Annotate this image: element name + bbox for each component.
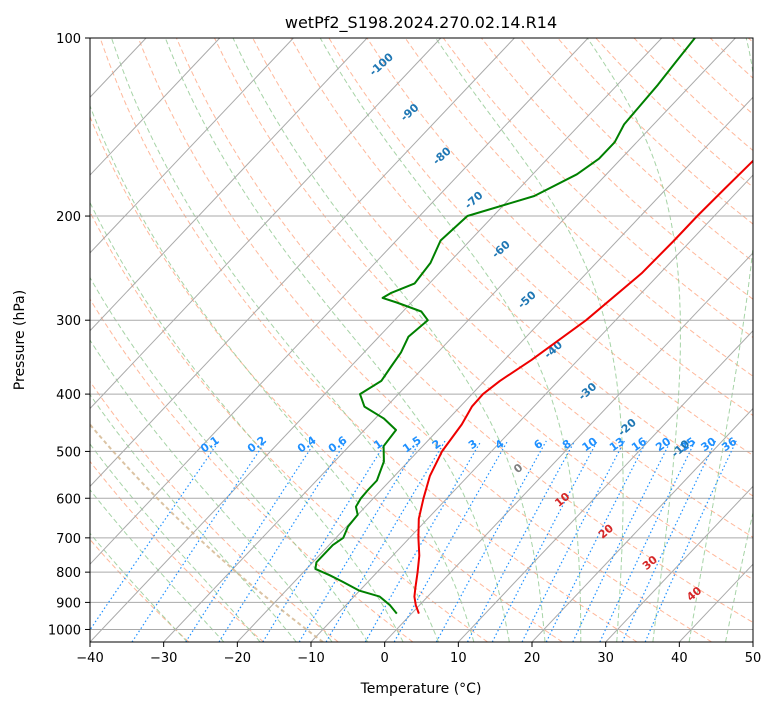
dry-adiabat-line — [137, 38, 712, 642]
dry-adiabat-line — [175, 38, 753, 624]
isotherm-line — [90, 38, 589, 565]
x-axis-label: Temperature (°C) — [360, 681, 482, 697]
series-lines — [314, 38, 753, 615]
y-tick-label: 400 — [56, 388, 81, 403]
dry-adiabat-line — [90, 538, 190, 642]
moist-adiabat-line — [164, 38, 510, 642]
isotherm-line — [384, 252, 753, 642]
x-tick-label: −30 — [150, 651, 177, 666]
isotherm-line — [90, 38, 221, 176]
moist-adiabat-line — [688, 38, 753, 642]
y-tick-label: 800 — [56, 566, 81, 581]
plot-frame — [89, 37, 754, 643]
isotherm-line — [90, 38, 442, 410]
moist-adiabat-line — [90, 532, 188, 642]
mixing-ratio-line — [185, 440, 317, 642]
dry-adiabat-line — [90, 460, 264, 642]
dry-adiabat-line — [404, 38, 753, 377]
mixing-ratio-line — [325, 440, 446, 642]
mixing-ratio-line — [298, 440, 421, 642]
x-tick-label: 50 — [745, 651, 762, 666]
isotherm-line — [90, 38, 368, 332]
chart-title: wetPf2_S198.2024.270.02.14.R14 — [285, 13, 557, 33]
x-axis: −40 −30 −20 −10 0 10 20 30 40 50 — [76, 642, 761, 666]
y-tick-label: 100 — [56, 32, 81, 47]
moist-adiabats — [90, 38, 753, 642]
isotherm-line — [236, 96, 753, 642]
y-axis-label: Pressure (hPa) — [12, 290, 28, 390]
dry-adiabat-line — [90, 115, 563, 642]
y-tick-label: 300 — [56, 314, 81, 329]
mixing-ratio-line — [644, 440, 737, 642]
x-tick-label: −40 — [76, 651, 103, 666]
isotherm-line — [605, 485, 753, 642]
moist-adiabat-line — [90, 201, 404, 642]
mixing-ratio-line — [621, 440, 717, 642]
y-tick-label: 700 — [56, 532, 81, 547]
x-tick-label: −10 — [297, 651, 324, 666]
dry-adiabat-line — [290, 38, 753, 497]
dry-adiabats — [90, 38, 753, 642]
mixing-ratio-line — [262, 440, 388, 642]
mixing-ratio-line — [131, 440, 267, 642]
moist-adiabat-line — [111, 38, 475, 642]
isotherm-line — [90, 38, 663, 642]
x-tick-label: −20 — [224, 651, 251, 666]
mixing-ratio-line — [521, 440, 626, 642]
mixing-ratio-line — [218, 440, 347, 642]
y-tick-label: 200 — [56, 210, 81, 225]
mixing-ratio-line — [545, 440, 648, 642]
zero-isotherm-line — [90, 422, 324, 642]
moist-adiabat-line — [90, 276, 369, 642]
isotherm-line — [531, 407, 753, 642]
moist-adiabat-line — [90, 104, 439, 642]
x-tick-label: 0 — [381, 651, 389, 666]
moist-adiabat-line — [232, 38, 546, 642]
x-tick-label: 40 — [671, 651, 688, 666]
dry-adiabat-line — [214, 38, 753, 581]
y-axis: 100 200 300 400 500 600 700 800 900 1000 — [48, 32, 90, 638]
temperature-profile-line — [413, 159, 753, 614]
zero-isotherm-curve — [90, 422, 324, 642]
dry-adiabat-line — [90, 210, 488, 642]
y-tick-label: 500 — [56, 445, 81, 460]
y-tick-label: 1000 — [48, 623, 81, 638]
x-tick-label: 30 — [597, 651, 614, 666]
moist-adiabat-line — [90, 443, 261, 642]
dewpoint-profile-line — [314, 38, 696, 615]
isotherm-line — [310, 174, 753, 642]
moist-adiabat-line — [90, 488, 225, 642]
mixing-ratio-line — [393, 440, 509, 642]
dry-adiabat-line — [99, 38, 638, 642]
moist-adiabat-line — [319, 38, 582, 642]
mixing-ratio-lines — [90, 440, 737, 642]
moist-adiabat-line — [586, 38, 681, 642]
moist-adiabat-line — [90, 339, 333, 642]
dry-adiabat-line — [481, 38, 753, 300]
isotherm-line — [90, 38, 515, 488]
isotherm-line — [90, 38, 294, 254]
x-tick-label: 10 — [450, 651, 467, 666]
y-tick-label: 600 — [56, 492, 81, 507]
dry-adiabat-line — [328, 38, 753, 457]
mixing-ratio-line — [90, 440, 220, 631]
mixing-ratio-line — [435, 440, 547, 642]
moist-adiabat-line — [725, 510, 753, 642]
skewed-isotherms — [90, 38, 753, 642]
y-tick-label: 900 — [56, 596, 81, 611]
isotherm-line — [163, 38, 736, 642]
x-tick-label: 20 — [524, 651, 541, 666]
isotherm-line — [457, 329, 753, 642]
